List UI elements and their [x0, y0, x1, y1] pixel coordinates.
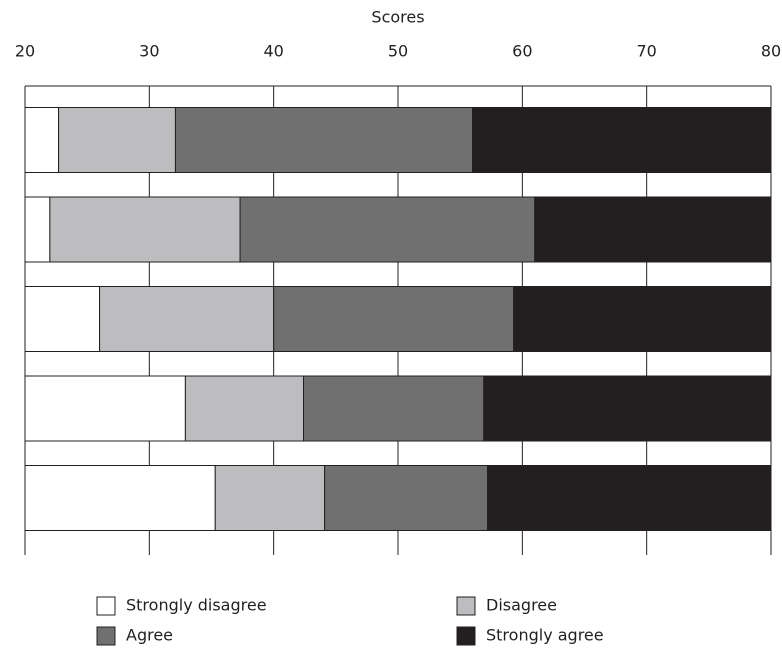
x-tick-label: 20: [15, 42, 35, 61]
x-tick-label: 50: [388, 42, 408, 61]
legend-swatch: [456, 626, 476, 646]
bar-segment: [24, 196, 51, 263]
bar-segment: [472, 107, 772, 173]
bar-segment: [303, 375, 485, 442]
bar-segment: [58, 107, 176, 173]
bar-segment: [49, 196, 241, 263]
legend-swatch: [456, 596, 476, 616]
legend-label: Strongly disagree: [126, 596, 267, 615]
bar-segment: [513, 286, 772, 352]
legend-swatch: [96, 596, 116, 616]
legend-swatch: [96, 626, 116, 646]
bar-segment: [24, 107, 60, 173]
bar-segment: [214, 465, 326, 531]
bar-segment: [184, 375, 305, 442]
x-tick-label: 40: [263, 42, 283, 61]
x-tick-label: 80: [761, 42, 781, 61]
legend-label: Agree: [126, 626, 173, 645]
bar-segment: [24, 375, 186, 442]
bar-segment: [239, 196, 536, 263]
bar-segment: [24, 286, 101, 352]
bar-segment: [487, 465, 772, 531]
bar-segment: [99, 286, 275, 352]
bar-segment: [324, 465, 489, 531]
bar-segment: [534, 196, 772, 263]
bar-segment: [273, 286, 515, 352]
bar-segment: [24, 465, 216, 531]
bar-segment: [174, 107, 474, 173]
legend-label: Strongly agree: [486, 626, 604, 645]
x-tick-label: 60: [512, 42, 532, 61]
x-axis-title: Scores: [371, 8, 424, 27]
x-tick-label: 70: [636, 42, 656, 61]
bar-segment: [483, 375, 772, 442]
legend-label: Disagree: [486, 596, 557, 615]
x-tick-label: 30: [139, 42, 159, 61]
